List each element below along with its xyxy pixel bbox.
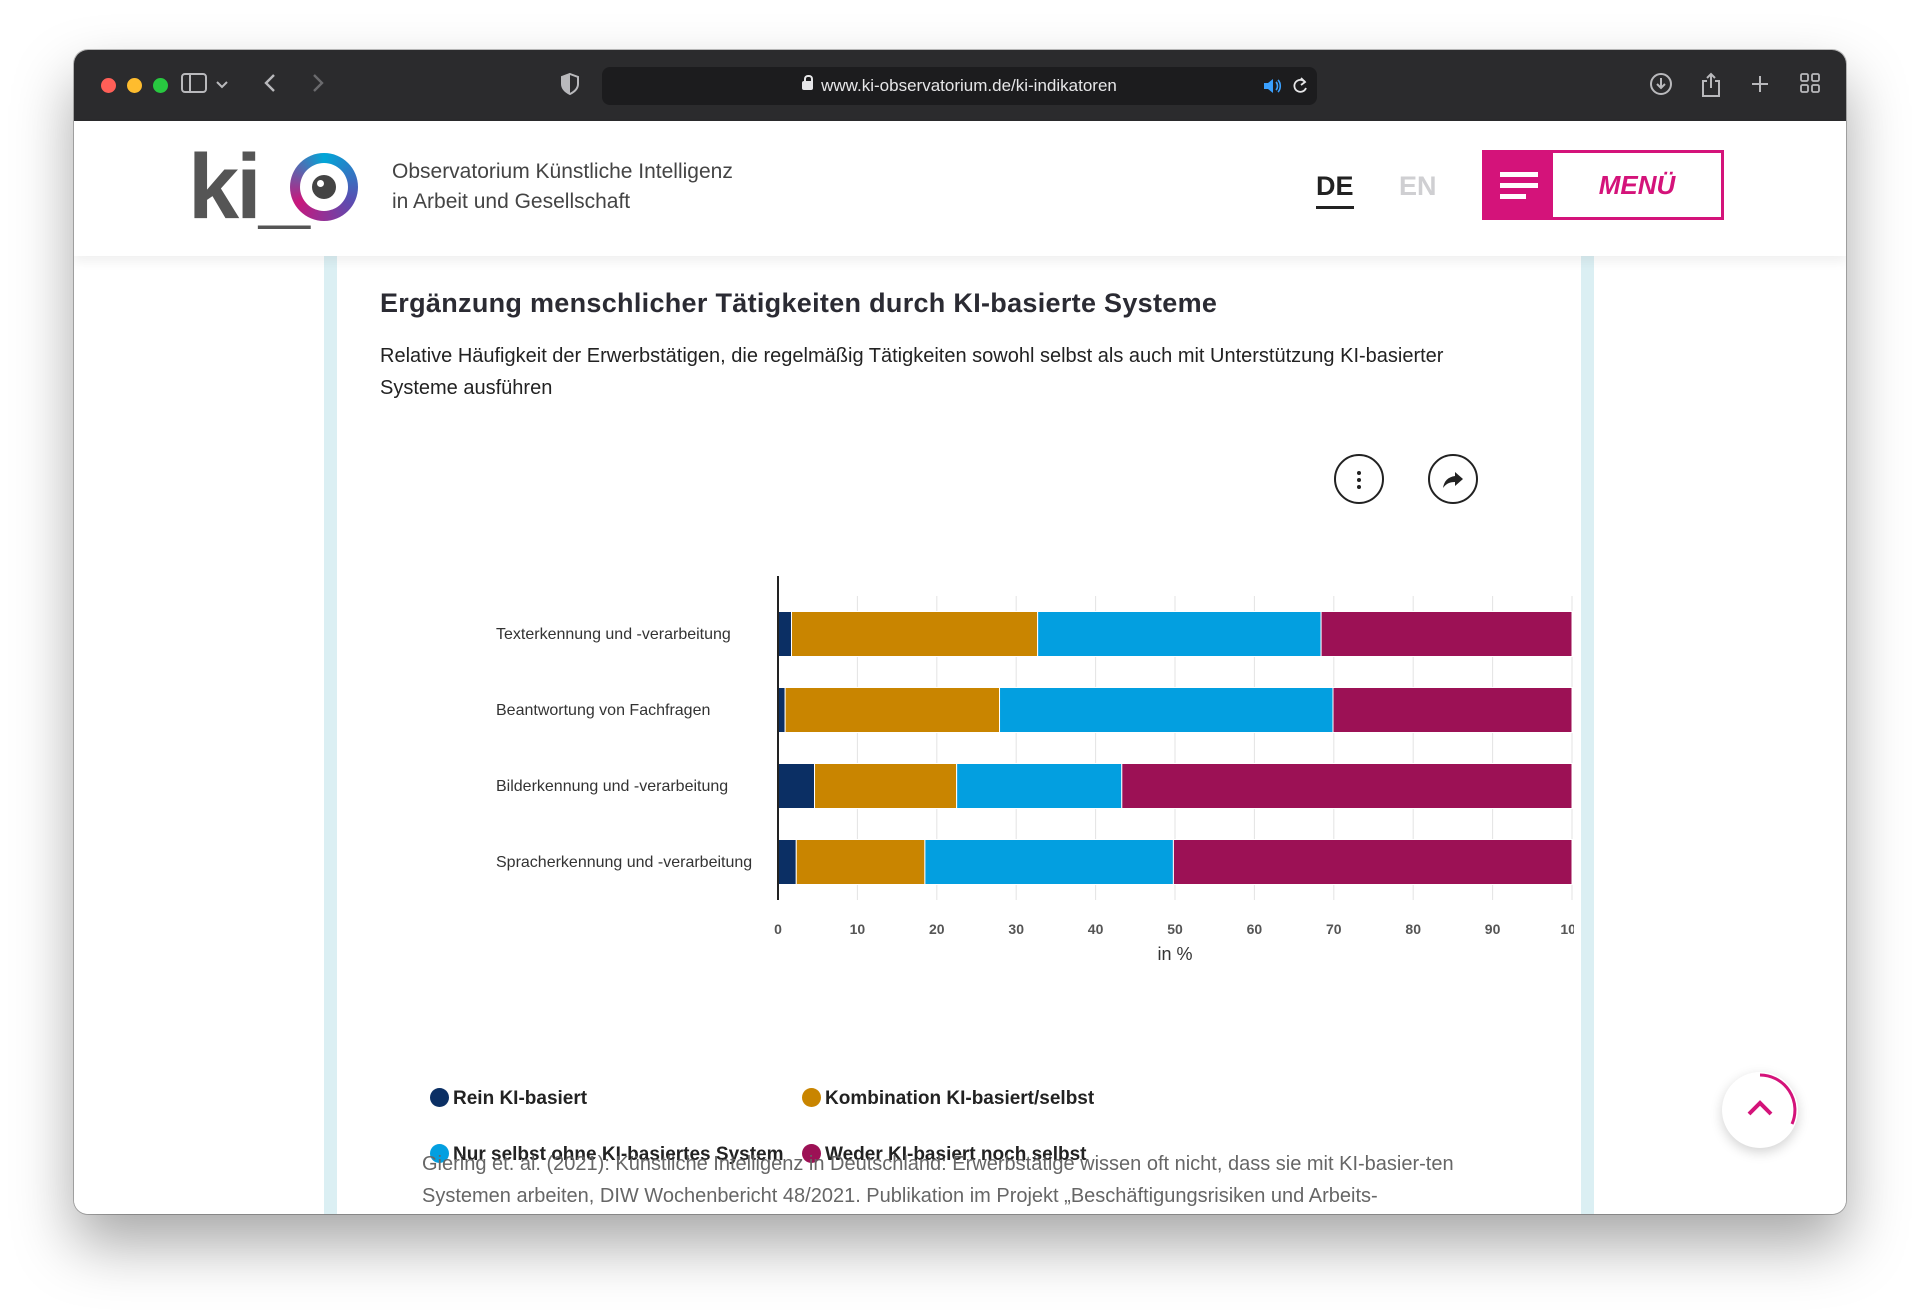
x-tick-label: 70 bbox=[1326, 921, 1342, 937]
bar-segment bbox=[1172, 839, 1573, 885]
chevron-down-icon[interactable] bbox=[214, 72, 230, 98]
site-tagline: Observatorium Künstliche Intelligenz in … bbox=[392, 157, 733, 217]
new-tab-icon[interactable] bbox=[1748, 72, 1772, 98]
chevron-up-icon bbox=[1747, 1100, 1773, 1116]
hamburger-icon bbox=[1485, 153, 1553, 217]
site-header: ki_ Observatorium Künstliche Intelligenz… bbox=[74, 121, 1846, 256]
x-tick-label: 0 bbox=[774, 921, 782, 937]
back-icon[interactable] bbox=[260, 72, 280, 98]
zoom-window-button[interactable] bbox=[153, 78, 168, 93]
logo-pupil-icon bbox=[312, 175, 336, 199]
url-text: www.ki-observatorium.de/ki-indikatoren bbox=[821, 76, 1117, 95]
forward-icon[interactable] bbox=[308, 72, 328, 98]
tagline-line-1: Observatorium Künstliche Intelligenz bbox=[392, 160, 733, 183]
privacy-shield-icon[interactable] bbox=[558, 72, 582, 98]
bar-segment bbox=[795, 839, 926, 885]
scroll-to-top-button[interactable] bbox=[1722, 1072, 1798, 1148]
language-de-link[interactable]: DE bbox=[1316, 171, 1354, 209]
legend-item[interactable]: Nur selbst ohne KI-basiertes System bbox=[430, 1144, 784, 1166]
close-window-button[interactable] bbox=[101, 78, 116, 93]
chart-subtitle: Relative Häufigkeit der Erwerbstätigen, … bbox=[380, 345, 1444, 399]
y-category-label: Beantwortung von Fachfragen bbox=[496, 702, 710, 719]
legend-dot bbox=[430, 1088, 449, 1107]
legend-label: Rein KI-basiert bbox=[453, 1088, 588, 1109]
browser-toolbar: www.ki-observatorium.de/ki-indikatoren bbox=[74, 50, 1846, 121]
download-icon[interactable] bbox=[1648, 72, 1674, 98]
legend-label: Kombination KI-basiert/selbst bbox=[825, 1088, 1095, 1109]
browser-window: www.ki-observatorium.de/ki-indikatoren k… bbox=[74, 50, 1846, 1214]
x-tick-label: 90 bbox=[1485, 921, 1501, 937]
address-bar[interactable]: www.ki-observatorium.de/ki-indikatoren bbox=[602, 67, 1317, 105]
x-tick-label: 80 bbox=[1405, 921, 1421, 937]
bar-segment bbox=[999, 687, 1334, 733]
tagline-line-2: in Arbeit und Gesellschaft bbox=[392, 190, 631, 213]
legend-item[interactable]: Rein KI-basiert bbox=[430, 1088, 587, 1110]
sidebar-toggle-icon[interactable] bbox=[180, 72, 208, 98]
tab-overview-icon[interactable] bbox=[1798, 72, 1822, 98]
content-card bbox=[324, 256, 1594, 1214]
x-tick-label: 40 bbox=[1088, 921, 1104, 937]
legend-dot bbox=[802, 1088, 821, 1107]
x-tick-label: 10 bbox=[850, 921, 866, 937]
language-en-link[interactable]: EN bbox=[1399, 171, 1437, 201]
more-vertical-icon bbox=[1357, 471, 1361, 490]
minimize-window-button[interactable] bbox=[127, 78, 142, 93]
y-category-label: Texterkennung und -verarbeitung bbox=[496, 626, 731, 643]
share-icon[interactable] bbox=[1698, 72, 1724, 98]
x-axis-label: in % bbox=[1157, 944, 1192, 964]
y-category-label: Bilderkennung und -verarbeitung bbox=[496, 778, 728, 795]
bar-segment bbox=[777, 839, 797, 885]
bar-segment bbox=[777, 763, 816, 809]
bar-segment bbox=[777, 687, 786, 733]
menu-button[interactable]: MENÜ bbox=[1482, 150, 1724, 220]
page-title: Ergänzung menschlicher Tätigkeiten durch… bbox=[380, 288, 1218, 318]
page-background bbox=[74, 256, 1846, 1214]
x-tick-label: 60 bbox=[1247, 921, 1263, 937]
chart-options-button[interactable] bbox=[1334, 454, 1384, 504]
legend-label: Nur selbst ohne KI-basiertes System bbox=[453, 1144, 784, 1165]
bar-segment bbox=[924, 839, 1174, 885]
bar-segment bbox=[790, 611, 1039, 657]
legend-label: Weder KI-basiert noch selbst bbox=[825, 1144, 1087, 1165]
scroll-progress-ring bbox=[1759, 1073, 1797, 1125]
bar-segment bbox=[956, 763, 1123, 809]
share-arrow-icon bbox=[1443, 472, 1463, 489]
speaker-icon[interactable] bbox=[1262, 77, 1282, 100]
bar-segment bbox=[777, 611, 792, 657]
y-category-label: Spracherkennung und -verarbeitung bbox=[496, 854, 752, 871]
lock-icon bbox=[802, 75, 814, 90]
logo[interactable]: ki_ bbox=[188, 136, 310, 238]
bar-segment bbox=[814, 763, 958, 809]
bar-segment bbox=[1332, 687, 1573, 733]
x-tick-label: 20 bbox=[929, 921, 945, 937]
chart-share-button[interactable] bbox=[1428, 454, 1478, 504]
legend-dot bbox=[802, 1144, 821, 1163]
bar-segment bbox=[1121, 763, 1573, 809]
stacked-bar-chart: 0 10 20 30 40 50 60 70 80 90 100 Texterkennung und … bbox=[496, 576, 1574, 964]
legend-dot bbox=[430, 1144, 449, 1163]
reload-icon[interactable] bbox=[1291, 76, 1309, 101]
legend-item[interactable]: Weder KI-basiert noch selbst bbox=[802, 1144, 1087, 1166]
x-tick-label: 50 bbox=[1167, 921, 1183, 937]
menu-label: MENÜ bbox=[1598, 170, 1676, 200]
bar-segment bbox=[1320, 611, 1573, 657]
x-tick-label: 100 bbox=[1560, 921, 1574, 937]
citation-text: Giering et. al. (2021): Künstliche Intel… bbox=[422, 1153, 1454, 1207]
bar-segment bbox=[784, 687, 1001, 733]
legend-item[interactable]: Kombination KI-basiert/selbst bbox=[802, 1088, 1094, 1110]
x-tick-label: 30 bbox=[1008, 921, 1024, 937]
bar-segment bbox=[1037, 611, 1322, 657]
